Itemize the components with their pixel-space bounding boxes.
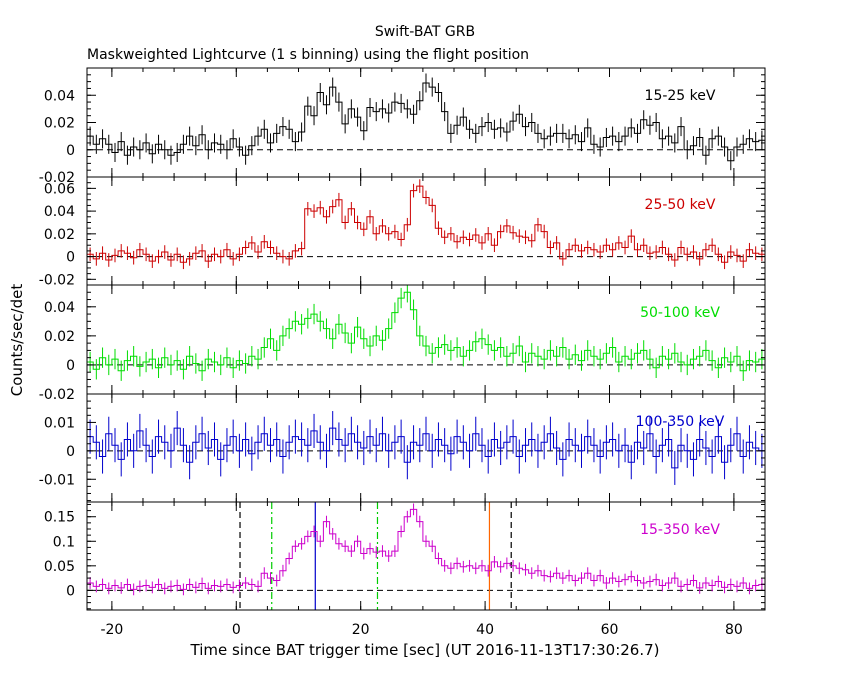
band-label: 50-100 keV xyxy=(640,305,720,321)
y-tick-label: 0 xyxy=(66,250,75,266)
x-tick-label: -20 xyxy=(100,622,123,638)
y-tick-label: 0.15 xyxy=(44,510,75,526)
y-tick-label: -0.02 xyxy=(39,170,75,186)
y-tick-label: -0.02 xyxy=(39,272,75,288)
lightcurve-step-line xyxy=(87,185,765,263)
y-tick-label: 0.02 xyxy=(44,227,75,243)
y-tick-label: 0.04 xyxy=(44,300,75,316)
band-label: 15-350 keV xyxy=(640,522,720,538)
y-tick-label: 0.06 xyxy=(44,181,75,197)
y-tick-label: 0 xyxy=(66,583,75,599)
panel-0: -0.02 0 0.02 0.04 15-25 keV xyxy=(39,67,766,186)
x-tick-label: 40 xyxy=(476,622,494,638)
x-axis-label: Time since BAT trigger time [sec] (UT 20… xyxy=(190,641,660,659)
data-group xyxy=(87,411,765,485)
panel-3: -0.01 0 0.01 100-350 keV xyxy=(39,393,766,503)
y-tick-label: 0.05 xyxy=(44,559,75,575)
data-group xyxy=(87,179,765,270)
y-tick-label: 0.1 xyxy=(53,534,75,550)
x-tick-label: 80 xyxy=(725,622,743,638)
y-tick-label: 0.04 xyxy=(44,204,75,220)
panels-group: -0.02 0 0.02 0.04 15-25 keV -0.02 0 0.02 0.04 0.0… xyxy=(39,67,766,638)
y-tick-label: -0.01 xyxy=(39,472,75,488)
lightcurve-step-line xyxy=(87,82,765,162)
panel-frame xyxy=(86,501,766,611)
panel-2: -0.02 0 0.02 0.04 50-100 keV xyxy=(39,284,766,403)
chart-title: Swift-BAT GRB xyxy=(375,24,475,40)
chart-subtitle: Maskweighted Lightcurve (1 s binning) us… xyxy=(87,47,529,63)
band-label: 25-50 keV xyxy=(645,197,716,213)
x-tick-label: 60 xyxy=(601,622,619,638)
y-tick-label: 0.01 xyxy=(44,415,75,431)
band-label: 100-350 keV xyxy=(636,414,725,430)
lightcurve-step-line xyxy=(87,508,765,590)
lightcurve-step-line xyxy=(87,427,765,469)
y-tick-label: 0 xyxy=(66,143,75,159)
y-tick-label: 0 xyxy=(66,358,75,374)
x-tick-label: 20 xyxy=(352,622,370,638)
y-tick-label: -0.02 xyxy=(39,387,75,403)
data-group xyxy=(87,285,765,381)
band-label: 15-25 keV xyxy=(645,88,716,104)
x-tick-label: 0 xyxy=(232,622,241,638)
y-tick-label: 0.02 xyxy=(44,116,75,132)
panel-4: 0 0.05 0.1 0.15 15-350 keV -20 0 20 40 60 80 xyxy=(44,501,766,638)
data-group xyxy=(87,502,765,610)
y-axis-label: Counts/sec/det xyxy=(8,284,26,397)
panel-1: -0.02 0 0.02 0.04 0.06 25-50 keV xyxy=(39,176,766,288)
lightcurve-step-line xyxy=(87,291,765,372)
data-group xyxy=(87,73,765,171)
y-tick-label: 0.02 xyxy=(44,329,75,345)
y-tick-label: 0 xyxy=(66,444,75,460)
y-tick-label: 0.04 xyxy=(44,88,75,104)
